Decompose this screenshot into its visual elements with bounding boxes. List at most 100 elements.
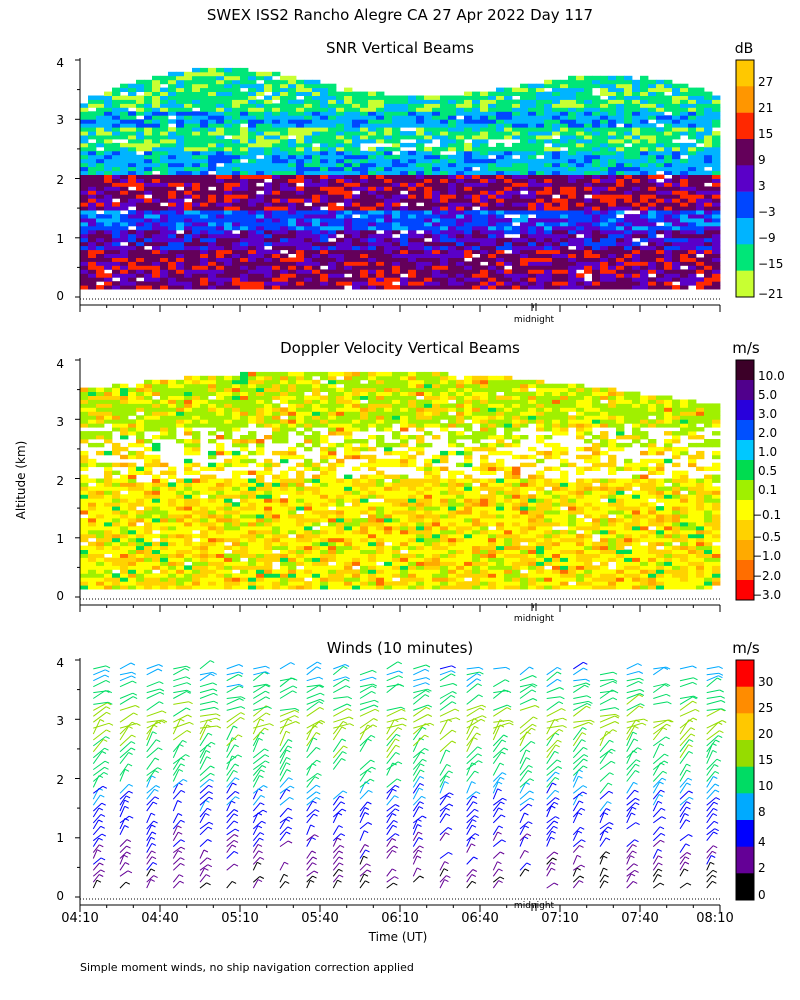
snr-cell [328,182,337,187]
snr-cell [360,154,369,160]
snr-cell [80,277,89,282]
snr-cell [664,123,673,128]
snr-cell [368,174,377,179]
snr-cell [344,91,353,96]
snr-cell [144,241,153,247]
snr-cell [408,158,417,164]
snr-cell [448,154,457,160]
doppler-cell [184,482,193,487]
snr-cell [88,281,97,286]
snr-cell [624,83,633,89]
snr-cell [520,150,529,156]
snr-cell [208,95,217,100]
snr-cell [272,170,281,175]
snr-cell [696,229,705,235]
snr-colorbar-label: −21 [758,287,783,301]
snr-cell [256,99,265,104]
snr-cell [192,202,201,207]
snr-cell [304,170,313,175]
snr-cell [664,162,673,168]
snr-cell [640,95,649,100]
snr-cell [232,198,241,203]
snr-cell [456,99,465,104]
snr-cell [576,139,585,144]
snr-cell [352,119,361,124]
snr-cell [512,194,521,199]
snr-cell [632,174,641,179]
snr-cell [96,119,105,124]
snr-cell [576,115,585,120]
snr-cell [616,285,625,290]
snr-cell [296,218,305,223]
snr-cell [576,182,585,187]
snr-cell [328,123,337,128]
snr-cell [440,277,449,282]
snr-cell [352,95,361,100]
doppler-cell [232,407,241,412]
snr-cell [680,253,689,258]
snr-cell [248,154,257,160]
doppler-cell [184,423,193,428]
snr-cell [264,194,273,199]
snr-cell [552,225,561,231]
snr-cell [176,166,185,172]
doppler-cell [176,533,185,539]
snr-cell [448,265,457,270]
snr-cell [624,79,633,85]
snr-cell [448,285,457,290]
snr-cell [280,150,289,156]
snr-cell [160,269,169,274]
snr-cell [512,170,521,175]
snr-cell [224,67,233,73]
doppler-cell [208,545,217,550]
snr-cell [240,186,249,191]
snr-cell [248,146,257,152]
snr-cell [600,170,609,175]
snr-cell [424,154,433,160]
snr-cell [192,277,201,282]
snr-cell [184,162,193,168]
doppler-cell [208,403,217,408]
snr-cell [696,241,705,247]
doppler-cell [200,423,209,428]
snr-cell [552,285,561,290]
snr-cell [504,87,513,92]
doppler-cell [176,545,185,550]
snr-cell [568,249,577,254]
snr-cell [176,249,185,254]
snr-cell [600,253,609,258]
snr-cell [208,237,217,243]
snr-cell [376,103,385,108]
doppler-cell [200,510,209,515]
snr-cell [112,249,121,254]
snr-cell [576,79,585,85]
snr-cell [512,218,521,223]
snr-cell [128,162,137,168]
snr-cell [600,142,609,148]
snr-cell [544,198,553,203]
doppler-colorbar-label: 2.0 [758,426,777,440]
snr-cell [344,206,353,211]
snr-cell [680,277,689,282]
snr-cell [640,166,649,172]
snr-cell [184,218,193,223]
snr-cell [440,135,449,140]
snr-cell [128,87,137,92]
doppler-cell [152,387,161,392]
snr-cell [576,198,585,203]
snr-cell [664,257,673,262]
snr-cell [120,277,129,282]
snr-cell [496,245,505,251]
snr-cell [656,194,665,199]
snr-cell [680,178,689,183]
snr-cell [240,182,249,187]
doppler-cell [208,399,217,404]
snr-cell [592,142,601,148]
snr-cell [168,154,177,160]
snr-cell [80,265,89,270]
doppler-cell [88,518,97,523]
snr-cell [600,146,609,152]
snr-cell [568,210,577,215]
snr-cell [592,210,601,215]
snr-cell [560,190,569,195]
